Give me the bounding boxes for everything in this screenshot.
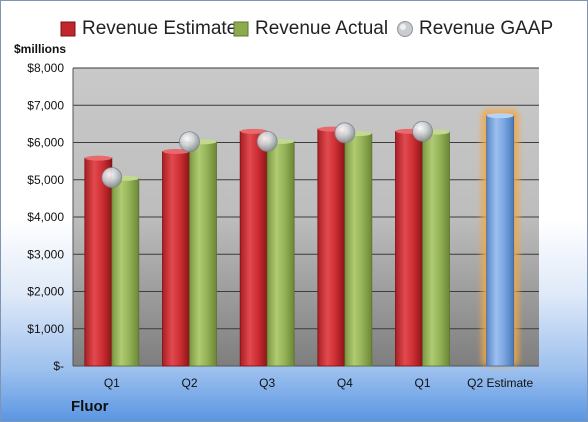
company-name: Fluor xyxy=(71,398,109,415)
bar-cap xyxy=(84,155,112,161)
y-tick-label: $8,000 xyxy=(27,61,64,75)
legend-item-revenue-estimate: Revenue Estimate xyxy=(60,14,237,44)
legend-marker-revenue-gaap xyxy=(397,21,413,37)
x-tick-label: Q2 Estimate xyxy=(467,376,533,390)
bar-revenue-estimate xyxy=(239,130,268,367)
y-tick-label: $1,000 xyxy=(27,322,64,336)
bar-revenue-estimate xyxy=(486,115,515,367)
y-axis-unit-label: $millions xyxy=(14,42,67,56)
chart-legend: Revenue Estimate Revenue Actual Revenue … xyxy=(0,14,588,44)
marker-revenue-gaap xyxy=(256,130,278,152)
bar-revenue-actual xyxy=(266,140,295,367)
bar-cap xyxy=(240,128,268,134)
legend-label-revenue-estimate: Revenue Estimate xyxy=(82,18,238,39)
bar-cap xyxy=(486,113,514,119)
x-tick-label: Q3 xyxy=(259,376,275,390)
bar-revenue-estimate xyxy=(84,157,113,367)
marker-revenue-gaap xyxy=(334,122,356,144)
bar-cap xyxy=(162,148,190,154)
legend-swatch-revenue-estimate xyxy=(60,21,76,37)
bar-revenue-actual xyxy=(422,131,450,367)
x-tick-label: Q1 xyxy=(104,376,120,390)
bar-revenue-estimate xyxy=(162,151,190,367)
y-tick-label: $5,000 xyxy=(27,173,64,187)
bar-revenue-actual xyxy=(189,141,217,367)
marker-revenue-gaap xyxy=(101,167,123,188)
legend-item-revenue-gaap: Revenue GAAP xyxy=(396,14,553,44)
bar-revenue-actual xyxy=(344,133,373,367)
x-tick-label: Q1 xyxy=(414,376,430,390)
legend-item-revenue-actual: Revenue Actual xyxy=(233,14,388,44)
y-tick-label: $2,000 xyxy=(27,285,64,299)
x-tick-label: Q2 xyxy=(181,376,197,390)
y-tick-label: $- xyxy=(53,359,64,373)
marker-revenue-gaap xyxy=(179,131,200,153)
marker-revenue-gaap xyxy=(412,120,433,142)
bar-revenue-actual xyxy=(111,177,140,367)
bar-revenue-estimate xyxy=(317,128,346,367)
x-tick-label: Q4 xyxy=(337,376,353,390)
legend-label-revenue-actual: Revenue Actual xyxy=(255,18,389,39)
y-tick-label: $7,000 xyxy=(27,98,64,112)
y-tick-label: $3,000 xyxy=(27,247,64,261)
legend-swatch-revenue-actual xyxy=(233,21,249,37)
y-tick-label: $4,000 xyxy=(27,210,64,224)
legend-label-revenue-gaap: Revenue GAAP xyxy=(419,18,554,39)
bar-revenue-estimate xyxy=(395,130,423,367)
y-tick-label: $6,000 xyxy=(27,136,64,150)
